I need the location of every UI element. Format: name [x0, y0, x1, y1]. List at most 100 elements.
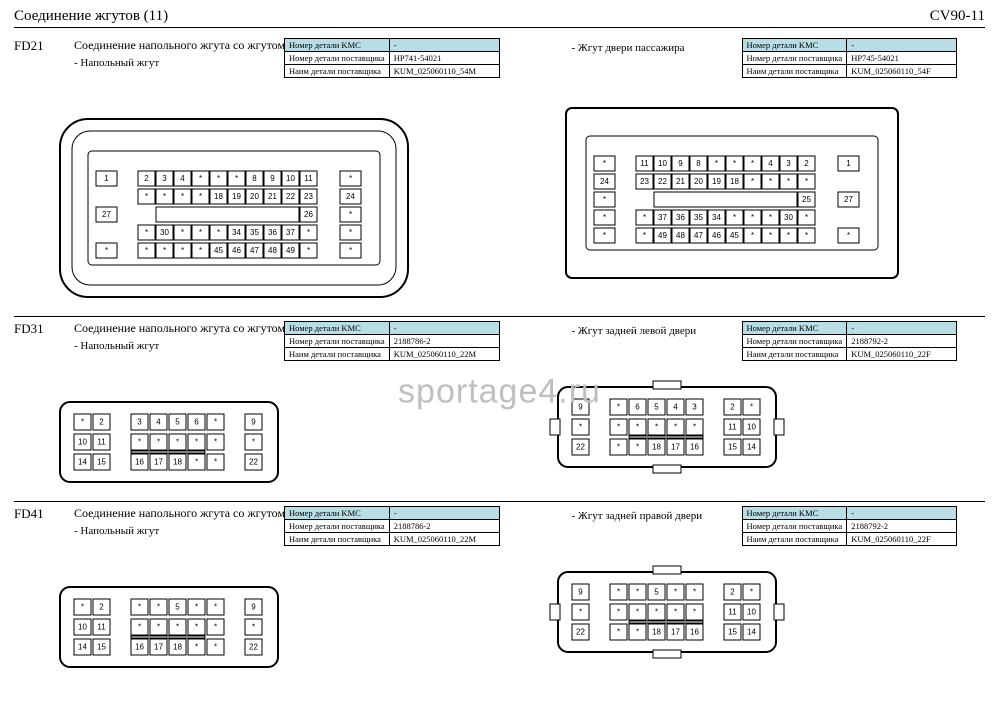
svg-text:*: * [786, 231, 789, 240]
svg-text:*: * [181, 228, 184, 237]
svg-text:*: * [349, 174, 352, 183]
svg-text:22: 22 [249, 643, 258, 652]
diagram-wrap: *2**5**91011******1415161718**22 [54, 581, 488, 676]
svg-text:*: * [349, 228, 352, 237]
svg-text:18: 18 [730, 177, 739, 186]
svg-text:5: 5 [654, 403, 659, 412]
svg-text:*: * [157, 438, 160, 447]
svg-text:*: * [252, 438, 255, 447]
section: FD41Соединение напольного жгута со жгуто… [14, 502, 985, 686]
svg-text:27: 27 [844, 195, 853, 204]
svg-text:*: * [673, 423, 676, 432]
svg-text:*: * [195, 643, 198, 652]
svg-text:9: 9 [251, 418, 256, 427]
svg-text:4: 4 [673, 403, 678, 412]
svg-text:*: * [602, 195, 605, 204]
svg-text:*: * [750, 159, 753, 168]
svg-text:*: * [235, 174, 238, 183]
svg-text:*: * [163, 246, 166, 255]
diagram-wrap: 1234***891011*****181920212223242726**30… [54, 113, 488, 306]
svg-text:48: 48 [268, 246, 277, 255]
svg-text:17: 17 [154, 458, 163, 467]
part-info-table: Номер детали KMC-Номер детали поставщика… [742, 321, 958, 361]
table-value-cell: - [847, 507, 957, 520]
svg-text:14: 14 [78, 458, 87, 467]
table-header-cell: Наим детали поставщика [742, 348, 847, 361]
svg-text:11: 11 [97, 438, 106, 447]
svg-text:*: * [732, 213, 735, 222]
svg-text:*: * [578, 608, 581, 617]
svg-text:*: * [105, 246, 108, 255]
table-value-cell: KUM_025060110_22M [389, 348, 499, 361]
svg-text:19: 19 [712, 177, 721, 186]
svg-text:*: * [635, 423, 638, 432]
section: FD21Соединение напольного жгута со жгуто… [14, 34, 985, 317]
svg-text:48: 48 [676, 231, 685, 240]
svg-text:10: 10 [286, 174, 295, 183]
svg-text:15: 15 [97, 643, 106, 652]
svg-text:*: * [692, 423, 695, 432]
svg-text:*: * [214, 603, 217, 612]
svg-text:11: 11 [304, 174, 313, 183]
svg-text:5: 5 [175, 418, 180, 427]
svg-text:*: * [804, 231, 807, 240]
svg-text:22: 22 [658, 177, 667, 186]
svg-text:22: 22 [249, 458, 258, 467]
svg-text:*: * [616, 608, 619, 617]
svg-text:10: 10 [747, 423, 756, 432]
svg-text:*: * [750, 231, 753, 240]
svg-text:10: 10 [658, 159, 667, 168]
svg-text:*: * [673, 608, 676, 617]
svg-text:23: 23 [304, 192, 313, 201]
svg-text:*: * [195, 623, 198, 632]
svg-text:9: 9 [578, 588, 583, 597]
table-header-cell: Номер детали KMC [742, 39, 847, 52]
svg-text:*: * [714, 159, 717, 168]
svg-text:10: 10 [78, 623, 87, 632]
table-value-cell: - [389, 322, 499, 335]
table-header-cell: Номер детали поставщика [742, 520, 847, 533]
svg-text:49: 49 [286, 246, 295, 255]
svg-text:20: 20 [250, 192, 259, 201]
svg-text:37: 37 [658, 213, 667, 222]
section-column: FD31Соединение напольного жгута со жгуто… [14, 321, 488, 491]
svg-text:*: * [616, 443, 619, 452]
svg-text:*: * [654, 423, 657, 432]
header-right: CV90-11 [930, 8, 985, 25]
svg-text:*: * [349, 210, 352, 219]
svg-text:*: * [217, 228, 220, 237]
svg-text:*: * [749, 588, 752, 597]
svg-text:4: 4 [180, 174, 185, 183]
svg-text:*: * [214, 623, 217, 632]
svg-text:*: * [138, 438, 141, 447]
table-value-cell: 2188792-2 [847, 520, 957, 533]
svg-text:*: * [804, 213, 807, 222]
table-value-cell: KUM_025060110_54F [847, 65, 957, 78]
svg-text:*: * [635, 628, 638, 637]
svg-text:*: * [163, 192, 166, 201]
svg-text:*: * [654, 608, 657, 617]
svg-text:*: * [176, 623, 179, 632]
svg-text:*: * [181, 246, 184, 255]
table-value-cell: - [847, 39, 957, 52]
table-header-cell: Номер детали поставщика [285, 520, 390, 533]
table-header-cell: Номер детали KMC [285, 322, 390, 335]
svg-text:24: 24 [346, 192, 355, 201]
svg-text:*: * [195, 603, 198, 612]
svg-text:*: * [768, 231, 771, 240]
svg-text:*: * [81, 418, 84, 427]
svg-text:*: * [81, 603, 84, 612]
diagram-wrap: *111098***432124232221201918*****2527**3… [552, 98, 986, 291]
svg-text:16: 16 [690, 443, 699, 452]
svg-text:23: 23 [640, 177, 649, 186]
part-info-table: Номер детали KMC-Номер детали поставщика… [284, 506, 500, 546]
svg-text:*: * [616, 403, 619, 412]
svg-text:34: 34 [712, 213, 721, 222]
svg-text:35: 35 [694, 213, 703, 222]
svg-text:1: 1 [846, 159, 851, 168]
table-header-cell: Номер детали KMC [742, 507, 847, 520]
part-info-table: Номер детали KMC-Номер детали поставщика… [742, 506, 958, 546]
diagram-wrap: *23456*91011******1415161718**22 [54, 396, 488, 491]
svg-text:16: 16 [135, 458, 144, 467]
svg-text:16: 16 [690, 628, 699, 637]
